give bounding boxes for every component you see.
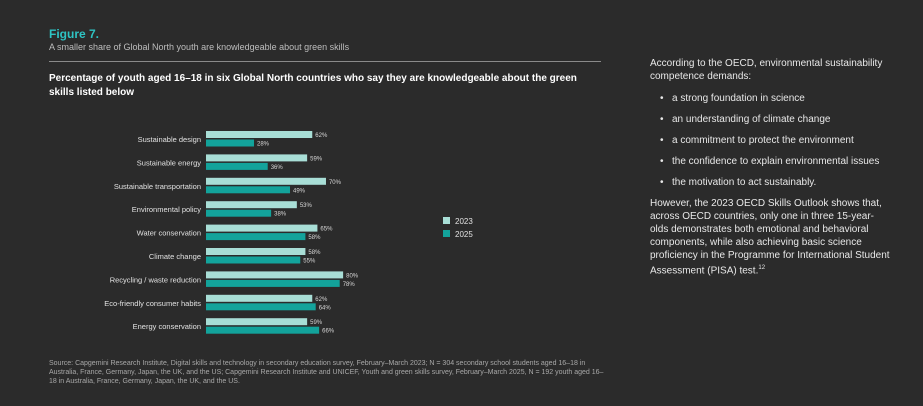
category-label: Recycling / waste reduction xyxy=(110,275,201,284)
sidebar-bullet: an understanding of climate change xyxy=(660,113,890,126)
bar-value-label: 78% xyxy=(343,282,356,288)
category-label: Environmental policy xyxy=(132,205,201,214)
bar-2023 xyxy=(206,294,313,302)
legend-swatch-2023 xyxy=(443,217,450,224)
bar-value-label: 66% xyxy=(322,329,335,335)
bar-2023 xyxy=(206,154,308,162)
bar-value-label: 53% xyxy=(300,203,313,209)
legend-label-2023: 2023 xyxy=(455,217,473,226)
sidebar-intro: According to the OECD, environmental sus… xyxy=(650,58,883,82)
category-label: Sustainable design xyxy=(138,135,201,144)
sidebar-text: According to the OECD, environmental sus… xyxy=(650,57,890,277)
bar-2023 xyxy=(206,271,344,279)
figure-label: Figure 7. xyxy=(49,27,100,41)
sidebar-bullet: a strong foundation in science xyxy=(660,92,890,105)
sidebar-closing: However, the 2023 OECD Skills Outlook sh… xyxy=(650,197,890,277)
bar-2025 xyxy=(206,303,316,311)
sidebar-bullet: a commitment to protect the environment xyxy=(660,134,890,147)
bar-2023 xyxy=(206,248,306,255)
bar-value-label: 58% xyxy=(308,250,321,256)
category-label: Eco-friendly consumer habits xyxy=(104,299,201,308)
bar-value-label: 38% xyxy=(274,212,287,218)
bar-value-label: 49% xyxy=(293,188,306,194)
bar-value-label: 28% xyxy=(257,142,270,148)
sidebar-closing-text: However, the 2023 OECD Skills Outlook sh… xyxy=(650,198,890,277)
category-label: Energy conservation xyxy=(133,322,201,331)
bar-value-label: 62% xyxy=(315,297,328,303)
bar-value-label: 70% xyxy=(329,180,342,186)
bar-2023 xyxy=(206,201,297,209)
bar-2025 xyxy=(206,209,272,217)
bar-value-label: 59% xyxy=(310,156,323,162)
bar-2025 xyxy=(206,139,254,147)
footnote-marker: 12 xyxy=(758,265,766,271)
sidebar-bullet: the confidence to explain environmental … xyxy=(660,155,890,168)
divider xyxy=(49,61,601,62)
bar-2025 xyxy=(206,233,306,241)
bar-value-label: 36% xyxy=(271,165,284,171)
figure-subtitle: A smaller share of Global North youth ar… xyxy=(49,42,350,52)
bar-2025 xyxy=(206,186,290,194)
bar-value-label: 59% xyxy=(310,320,323,326)
bar-2025 xyxy=(206,279,340,287)
category-label: Sustainable energy xyxy=(137,158,201,167)
bar-2025 xyxy=(206,256,301,264)
source-note: Source: Capgemini Research Institute, Di… xyxy=(49,360,604,385)
sidebar-bullet: the motivation to act sustainably. xyxy=(660,176,890,189)
legend-swatch-2025 xyxy=(443,230,450,237)
category-label: Sustainable transportation xyxy=(114,182,201,191)
category-label: Climate change xyxy=(149,252,201,261)
bar-2023 xyxy=(206,131,313,138)
bar-value-label: 65% xyxy=(320,227,333,233)
bar-value-label: 64% xyxy=(319,305,332,311)
bar-value-label: 55% xyxy=(303,259,316,265)
bar-2023 xyxy=(206,318,308,326)
bar-value-label: 80% xyxy=(346,273,359,279)
chart-title: Percentage of youth aged 16–18 in six Gl… xyxy=(49,73,577,98)
bar-value-label: 58% xyxy=(308,235,321,241)
bar-2023 xyxy=(206,177,326,185)
bar-value-label: 62% xyxy=(315,133,328,139)
category-label: Water conservation xyxy=(137,229,201,238)
bar-2025 xyxy=(206,162,268,170)
legend-label-2025: 2025 xyxy=(455,230,473,239)
bar-2023 xyxy=(206,224,318,232)
bar-2025 xyxy=(206,326,320,334)
sidebar-bullet-list: a strong foundation in science an unders… xyxy=(650,92,890,189)
